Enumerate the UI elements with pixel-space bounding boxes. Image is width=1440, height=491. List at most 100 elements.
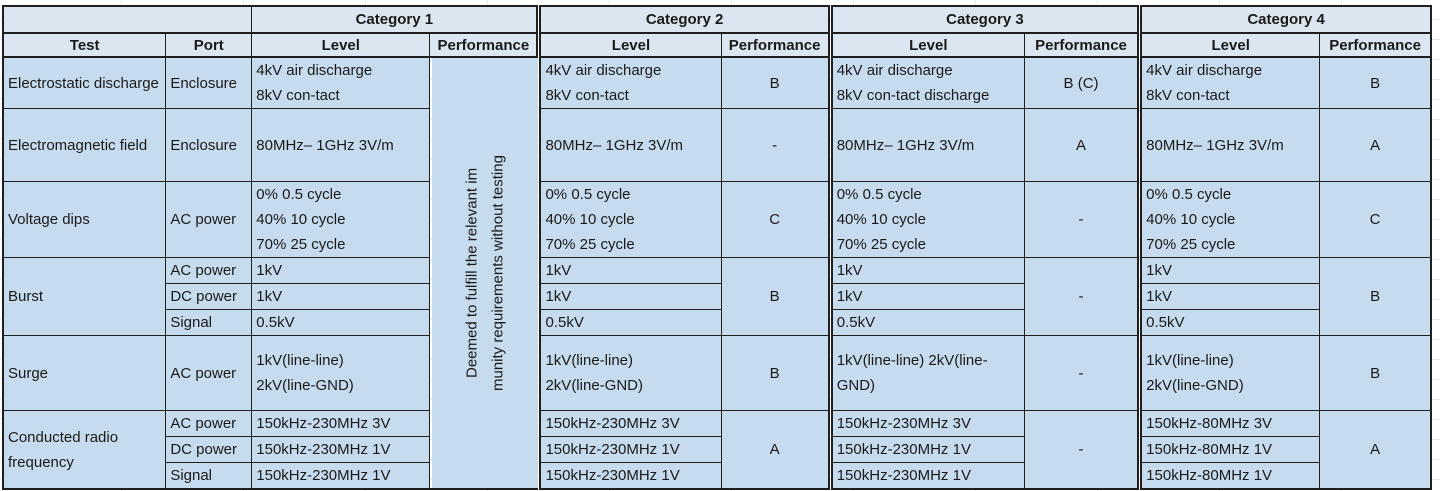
- performance-cell-c2: B: [720, 335, 831, 411]
- level-cell-c3: 0% 0.5 cycle 40% 10 cycle 70% 25 cycle: [827, 181, 1025, 258]
- row-conducted-signal: Signal 150kHz-230MHz 1V 150kHz-230MHz 1V…: [3, 462, 1431, 490]
- category-header-row: Category 1 Category 2 Category 3 Categor…: [2, 5, 1432, 34]
- test-name: Surge: [2, 335, 167, 411]
- level-cell-c4: 4kV air discharge 8kV con-tact: [1137, 56, 1321, 109]
- level-cell-c1: 150kHz-230MHz 1V: [251, 462, 431, 490]
- level-cell-c1: 150kHz-230MHz 1V: [251, 436, 431, 463]
- port-cell: Enclosure: [165, 56, 253, 109]
- port-cell: AC power: [165, 181, 253, 258]
- level-cell-c4: 150kHz-80MHz 1V: [1137, 462, 1321, 490]
- port-cell: AC power: [165, 335, 253, 411]
- test-name: Burst: [2, 257, 167, 336]
- category-3-header: Category 3: [827, 5, 1141, 34]
- category-4-header: Category 4: [1137, 5, 1432, 34]
- level-column-header-c4: Level: [1137, 32, 1321, 58]
- category1-note-rotated: Deemed to fulfill the relevant im munity…: [429, 57, 539, 489]
- test-name: Electromagnetic field: [2, 108, 167, 182]
- performance-column-header-c1: Performance: [429, 32, 540, 58]
- performance-column-header-c3: Performance: [1023, 32, 1141, 58]
- level-cell-c1: 0% 0.5 cycle 40% 10 cycle 70% 25 cycle: [251, 181, 431, 258]
- level-cell-c2: 1kV: [536, 283, 722, 310]
- level-cell-c1: 150kHz-230MHz 3V: [251, 410, 431, 437]
- category-1-header: Category 1: [251, 5, 540, 34]
- port-cell: DC power: [165, 436, 253, 463]
- level-cell-c2: 150kHz-230MHz 1V: [536, 462, 722, 490]
- row-burst-signal: Signal 0.5kV 0.5kV 0.5kV 0.5kV: [3, 309, 1431, 336]
- performance-cell-c2: B: [720, 56, 831, 109]
- level-cell-c2: 150kHz-230MHz 1V: [536, 436, 722, 463]
- level-cell-c4: 150kHz-80MHz 3V: [1137, 410, 1321, 437]
- port-column-header: Port: [165, 32, 253, 58]
- level-cell-c2: 0.5kV: [536, 309, 722, 336]
- level-cell-c3: 150kHz-230MHz 3V: [827, 410, 1025, 437]
- level-cell-c2: 1kV: [536, 257, 722, 284]
- performance-cell-c4: A: [1319, 410, 1432, 490]
- level-cell-c1: 1kV: [251, 257, 431, 284]
- row-surge: Surge AC power 1kV(line-line) 2kV(line-G…: [2, 335, 1432, 411]
- performance-column-header-c2: Performance: [720, 32, 831, 58]
- level-cell-c1: 1kV(line-line) 2kV(line-GND): [251, 335, 431, 411]
- port-cell: Enclosure: [165, 108, 253, 182]
- row-conducted-dc: DC power 150kHz-230MHz 1V 150kHz-230MHz …: [3, 436, 1431, 463]
- level-cell-c2: 150kHz-230MHz 3V: [536, 410, 722, 437]
- level-cell-c1: 4kV air discharge 8kV con-tact: [251, 56, 431, 109]
- row-conducted-ac: Conducted radio frequency AC power 150kH…: [2, 410, 1432, 490]
- emc-immunity-table: Category 1 Category 2 Category 3 Categor…: [2, 5, 1432, 490]
- level-cell-c4: 1kV: [1137, 257, 1321, 284]
- performance-cell-c3: -: [1023, 181, 1141, 258]
- level-cell-c3: 1kV: [827, 257, 1025, 284]
- level-cell-c1: 80MHz– 1GHz 3V/m: [251, 108, 431, 182]
- row-burst-ac: Burst AC power 1kV 1kV B 1kV - 1kV B: [2, 257, 1432, 336]
- level-cell-c4: 1kV: [1137, 283, 1321, 310]
- performance-cell-c3: A: [1023, 108, 1141, 182]
- sub-header-row: Test Port Level Performance Level Perfor…: [2, 32, 1432, 58]
- performance-cell-c3: -: [1023, 257, 1141, 336]
- test-name: Voltage dips: [2, 181, 167, 258]
- port-cell: DC power: [165, 283, 253, 310]
- level-cell-c2: 0% 0.5 cycle 40% 10 cycle 70% 25 cycle: [536, 181, 722, 258]
- level-column-header-c3: Level: [827, 32, 1025, 58]
- level-cell-c4: 0.5kV: [1137, 309, 1321, 336]
- test-column-header: Test: [2, 32, 167, 58]
- performance-cell-c2: C: [720, 181, 831, 258]
- performance-cell-c4: A: [1319, 108, 1432, 182]
- level-cell-c3: 4kV air discharge 8kV con-tact discharge: [827, 56, 1025, 109]
- performance-cell-c3: B (C): [1023, 56, 1141, 109]
- level-cell-c4: 150kHz-80MHz 1V: [1137, 436, 1321, 463]
- performance-cell-c3: -: [1023, 410, 1141, 490]
- corner-cell: [2, 5, 253, 34]
- performance-cell-c4: B: [1319, 257, 1432, 336]
- level-cell-c1: 1kV: [251, 283, 431, 310]
- level-cell-c4: 1kV(line-line) 2kV(line-GND): [1137, 335, 1321, 411]
- port-cell: Signal: [165, 462, 253, 490]
- level-cell-c2: 80MHz– 1GHz 3V/m: [536, 108, 722, 182]
- port-cell: AC power: [165, 410, 253, 437]
- performance-cell-c2: A: [720, 410, 831, 490]
- performance-cell-c4: B: [1319, 335, 1432, 411]
- level-column-header-c2: Level: [536, 32, 722, 58]
- performance-cell-c4: B: [1319, 56, 1432, 109]
- performance-cell-c2: B: [720, 257, 831, 336]
- row-voltage-dips: Voltage dips AC power 0% 0.5 cycle 40% 1…: [2, 181, 1432, 258]
- row-electromagnetic-field: Electromagnetic field Enclosure 80MHz– 1…: [2, 108, 1432, 182]
- level-cell-c4: 0% 0.5 cycle 40% 10 cycle 70% 25 cycle: [1137, 181, 1321, 258]
- port-cell: AC power: [165, 257, 253, 284]
- level-cell-c3: 150kHz-230MHz 1V: [827, 436, 1025, 463]
- level-cell-c3: 150kHz-230MHz 1V: [827, 462, 1025, 490]
- category-2-header: Category 2: [536, 5, 831, 34]
- test-name: Conducted radio frequency: [2, 410, 167, 490]
- level-cell-c3: 1kV: [827, 283, 1025, 310]
- level-cell-c4: 80MHz– 1GHz 3V/m: [1137, 108, 1321, 182]
- port-cell: Signal: [165, 309, 253, 336]
- level-cell-c3: 80MHz– 1GHz 3V/m: [827, 108, 1025, 182]
- performance-column-header-c4: Performance: [1319, 32, 1432, 58]
- performance-cell-c4: C: [1319, 181, 1432, 258]
- performance-cell-c2: -: [720, 108, 831, 182]
- level-cell-c3: 1kV(line-line) 2kV(line-GND): [827, 335, 1025, 411]
- level-cell-c1: 0.5kV: [251, 309, 431, 336]
- level-column-header-c1: Level: [251, 32, 431, 58]
- level-cell-c3: 0.5kV: [827, 309, 1025, 336]
- row-electrostatic-discharge: Electrostatic discharge Enclosure 4kV ai…: [2, 56, 1432, 489]
- test-name: Electrostatic discharge: [2, 56, 167, 109]
- row-burst-dc: DC power 1kV 1kV 1kV 1kV: [3, 283, 1431, 310]
